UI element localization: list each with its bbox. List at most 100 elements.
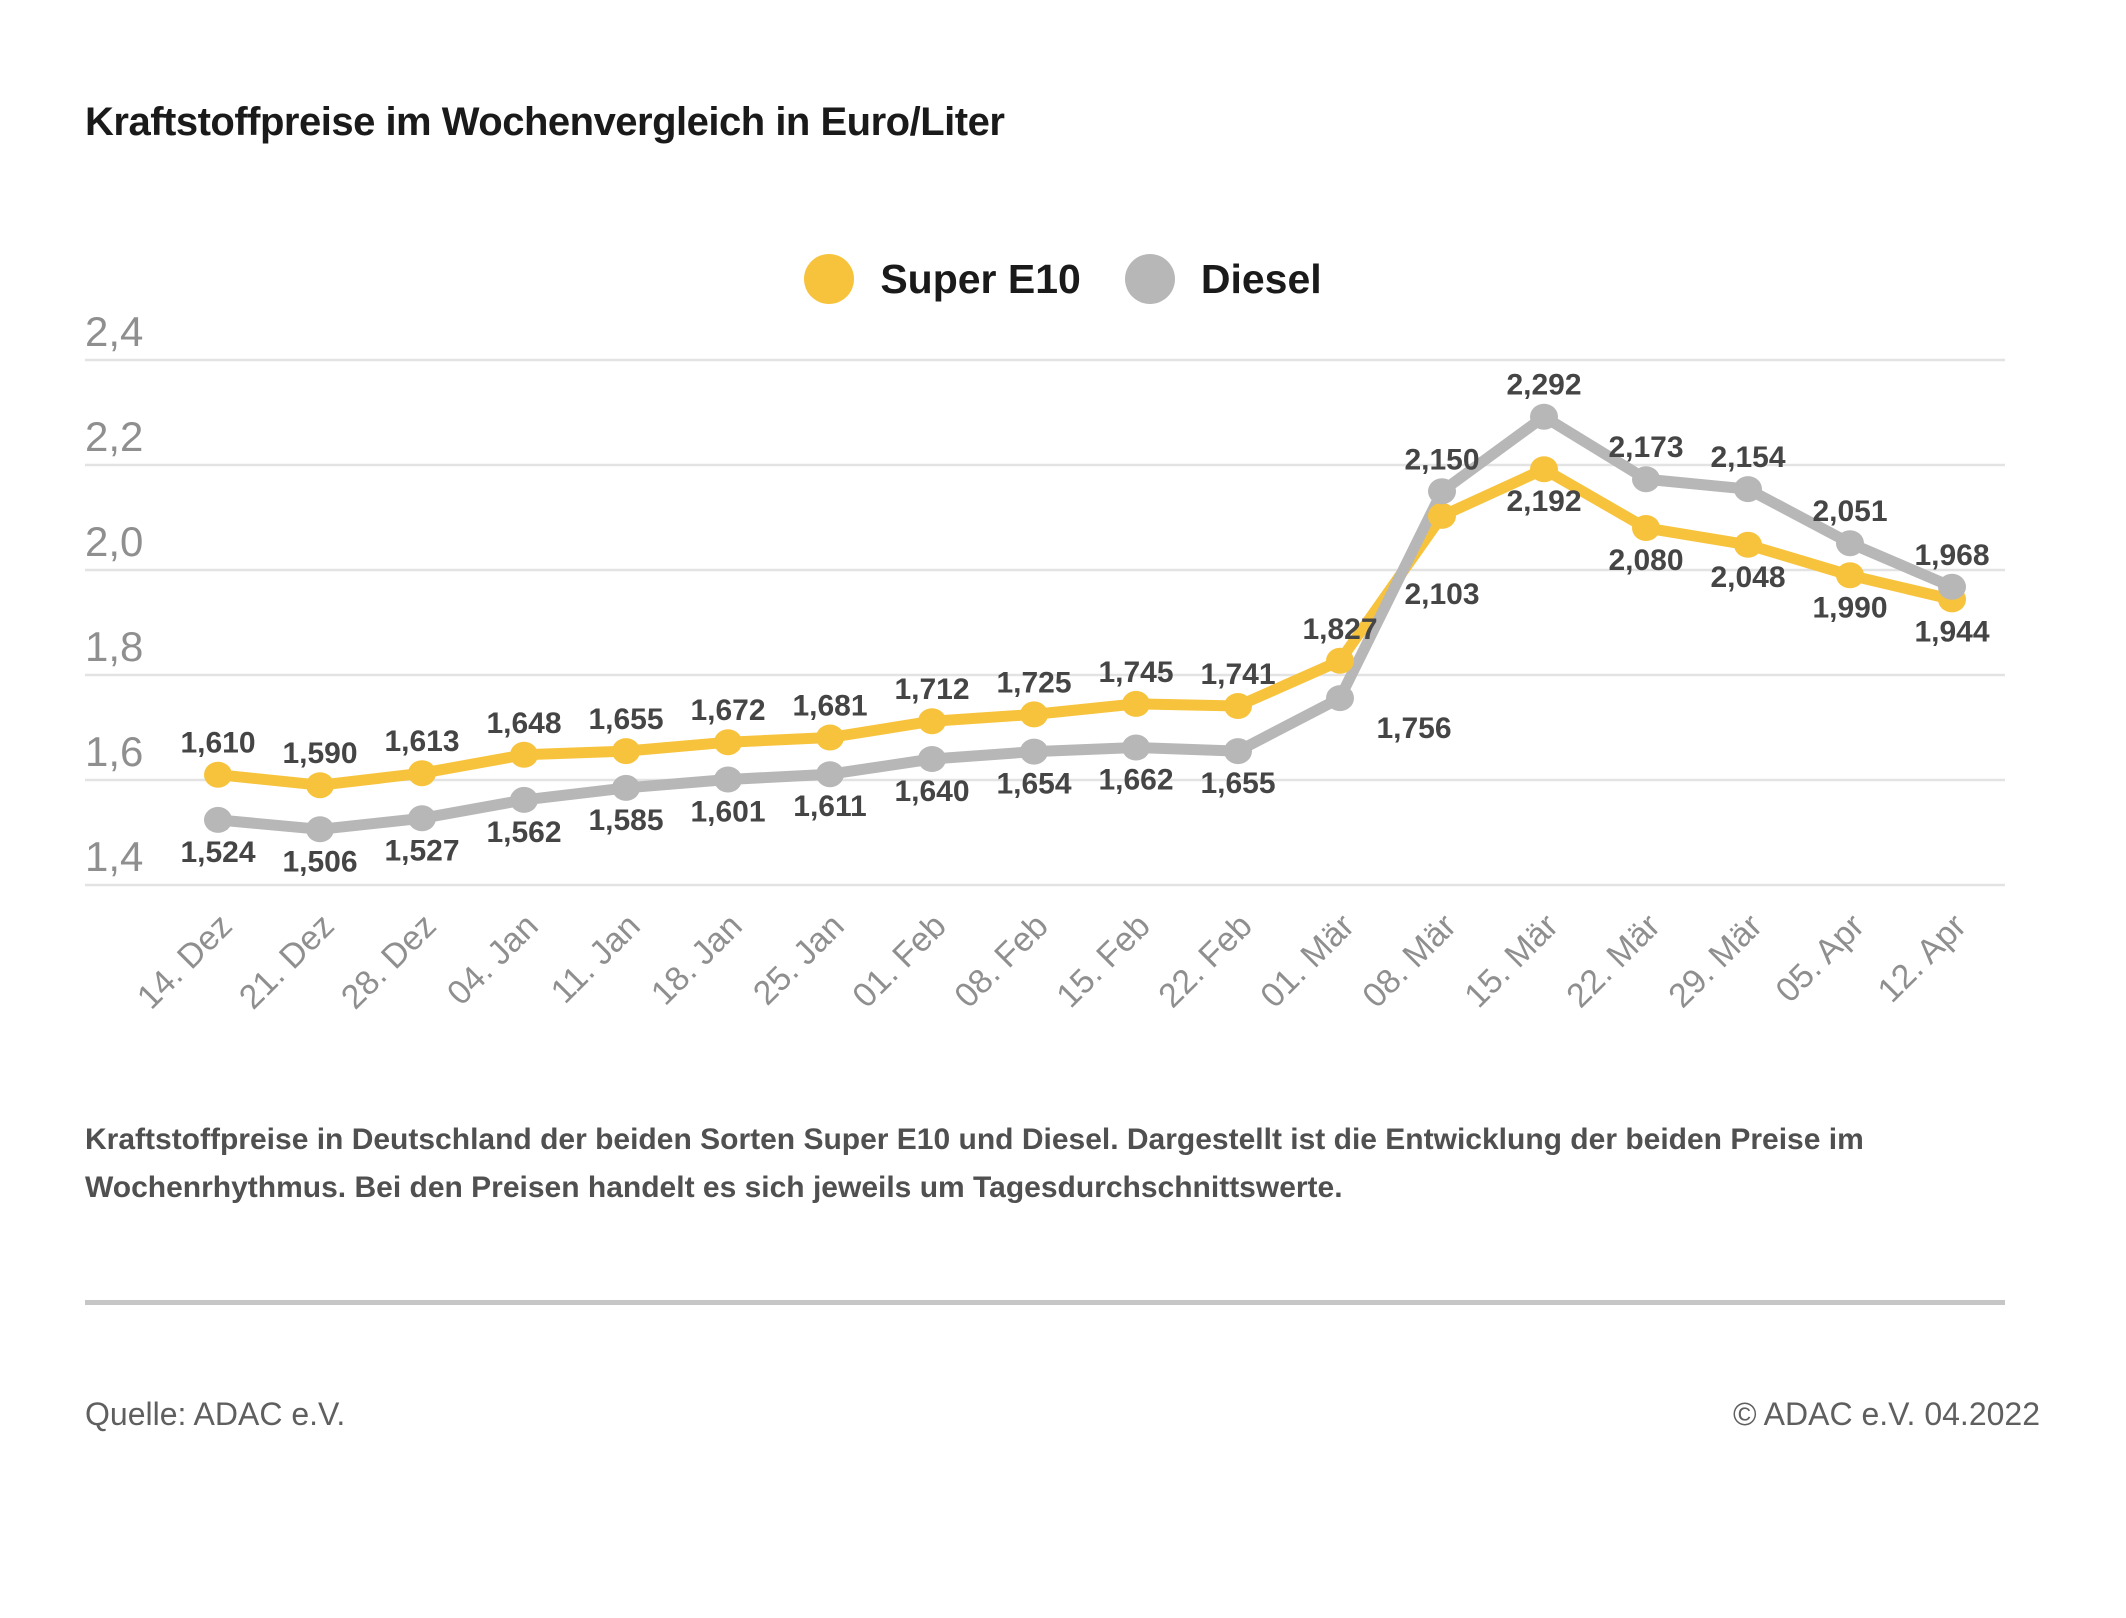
data-point-diesel	[1938, 573, 1966, 600]
data-point-label: 2,173	[1608, 431, 1683, 464]
x-axis-label: 22. Feb	[1151, 907, 1259, 1015]
data-point-diesel	[1224, 738, 1252, 765]
data-point-label: 1,590	[282, 737, 357, 770]
x-axis-label: 12. Apr	[1871, 907, 1974, 1010]
data-point-label: 1,611	[793, 790, 866, 823]
legend-dot-diesel-icon	[1124, 254, 1175, 304]
data-point-diesel	[816, 761, 844, 788]
chart-description: Kraftstoffpreise in Deutschland der beid…	[85, 1116, 1864, 1212]
y-axis-label: 2,0	[85, 518, 143, 565]
legend-item-super-e10: Super E10	[804, 254, 1081, 304]
data-point-diesel	[1020, 738, 1048, 765]
series-line-diesel	[212, 411, 1958, 835]
y-axis-label: 1,8	[85, 623, 143, 670]
legend-dot-super-e10-icon	[804, 254, 855, 304]
data-point-super-e10	[1836, 562, 1864, 589]
x-axis-label: 11. Jan	[544, 907, 648, 1011]
x-axis-label: 14. Dez	[130, 907, 240, 1017]
data-point-super-e10	[306, 772, 334, 799]
y-axis-label: 2,4	[85, 308, 143, 355]
data-point-label: 1,524	[180, 836, 255, 869]
data-point-super-e10	[510, 741, 538, 768]
data-point-label: 1,562	[486, 816, 561, 849]
data-point-label: 2,150	[1404, 443, 1479, 476]
data-point-diesel	[306, 816, 334, 843]
data-point-diesel	[1530, 403, 1558, 430]
data-point-diesel	[612, 774, 640, 801]
x-axis-label: 15. Feb	[1049, 907, 1157, 1015]
data-point-label: 1,725	[996, 666, 1071, 699]
data-point-super-e10	[408, 760, 436, 787]
data-point-label: 1,648	[486, 707, 561, 740]
y-axis-label: 1,6	[85, 728, 143, 775]
data-point-diesel	[1428, 478, 1456, 505]
data-point-label: 2,103	[1404, 578, 1479, 611]
data-point-diesel	[1326, 685, 1354, 712]
data-point-label: 1,712	[894, 673, 969, 706]
chart-legend: Super E10 Diesel	[0, 254, 2126, 304]
data-point-label: 1,745	[1098, 656, 1173, 689]
data-point-diesel	[408, 805, 436, 832]
data-point-super-e10	[204, 761, 232, 788]
x-axis-label: 22. Mär	[1559, 907, 1667, 1015]
data-point-super-e10	[1020, 701, 1048, 728]
data-point-diesel	[1836, 530, 1864, 557]
data-point-super-e10	[1224, 693, 1252, 719]
separator-line	[85, 1300, 2005, 1305]
data-point-label: 1,610	[180, 727, 255, 760]
x-axis-label: 15. Mär	[1457, 907, 1565, 1015]
data-point-label: 1,827	[1302, 613, 1377, 646]
data-point-label: 1,585	[588, 804, 663, 837]
data-point-super-e10	[714, 729, 742, 756]
footer-copyright: © ADAC e.V. 04.2022	[1732, 1396, 2040, 1432]
data-point-super-e10	[1530, 456, 1558, 483]
data-point-label: 1,756	[1376, 712, 1451, 745]
legend-label-diesel: Diesel	[1200, 255, 1322, 302]
footer-source: Quelle: ADAC e.V.	[85, 1396, 346, 1432]
legend-label-super-e10: Super E10	[880, 255, 1081, 302]
x-axis-label: 08. Mär	[1355, 907, 1463, 1015]
data-point-diesel	[1734, 476, 1762, 503]
x-axis-label: 01. Mär	[1253, 907, 1361, 1015]
x-axis-label: 18. Jan	[644, 907, 750, 1013]
x-axis-label: 29. Mär	[1661, 907, 1769, 1015]
x-axis-label: 21. Dez	[232, 907, 342, 1017]
data-point-label: 1,681	[792, 690, 867, 723]
legend-item-diesel: Diesel	[1124, 254, 1322, 304]
data-point-diesel	[1122, 734, 1150, 761]
data-point-diesel	[1632, 466, 1660, 493]
data-point-label: 2,154	[1710, 441, 1785, 474]
data-point-label: 2,051	[1812, 495, 1887, 528]
data-point-super-e10	[816, 724, 844, 751]
data-point-super-e10	[1734, 531, 1762, 558]
data-point-label: 2,048	[1710, 561, 1785, 594]
data-point-label: 1,968	[1914, 539, 1989, 572]
x-axis-label: 25. Jan	[746, 907, 852, 1013]
x-axis-label: 05. Apr	[1769, 907, 1872, 1010]
data-point-label: 1,944	[1914, 615, 1989, 648]
chart-title: Kraftstoffpreise im Wochenvergleich in E…	[85, 100, 1005, 144]
data-point-label: 2,292	[1506, 369, 1581, 402]
data-point-label: 1,527	[384, 834, 459, 867]
data-point-label: 1,990	[1812, 591, 1887, 624]
data-point-label: 1,654	[996, 768, 1071, 801]
x-axis-label: 01. Feb	[845, 907, 953, 1015]
description-line-1: Kraftstoffpreise in Deutschland der beid…	[85, 1123, 1864, 1156]
data-point-super-e10	[1428, 502, 1456, 529]
data-point-label: 1,640	[894, 775, 969, 808]
y-axis-label: 1,4	[85, 833, 143, 880]
data-point-super-e10	[1122, 690, 1150, 717]
data-point-label: 2,080	[1608, 544, 1683, 577]
data-point-diesel	[204, 806, 232, 833]
data-point-super-e10	[918, 708, 946, 735]
data-point-label: 1,506	[282, 845, 357, 878]
data-point-label: 1,662	[1098, 764, 1173, 797]
x-axis-label: 28. Dez	[334, 907, 444, 1017]
description-line-2: Wochenrhythmus. Bei den Preisen handelt …	[85, 1171, 1343, 1204]
data-point-label: 1,672	[690, 694, 765, 727]
data-point-label: 1,655	[1200, 767, 1275, 800]
data-point-super-e10	[1632, 515, 1660, 541]
data-point-super-e10	[612, 738, 640, 765]
